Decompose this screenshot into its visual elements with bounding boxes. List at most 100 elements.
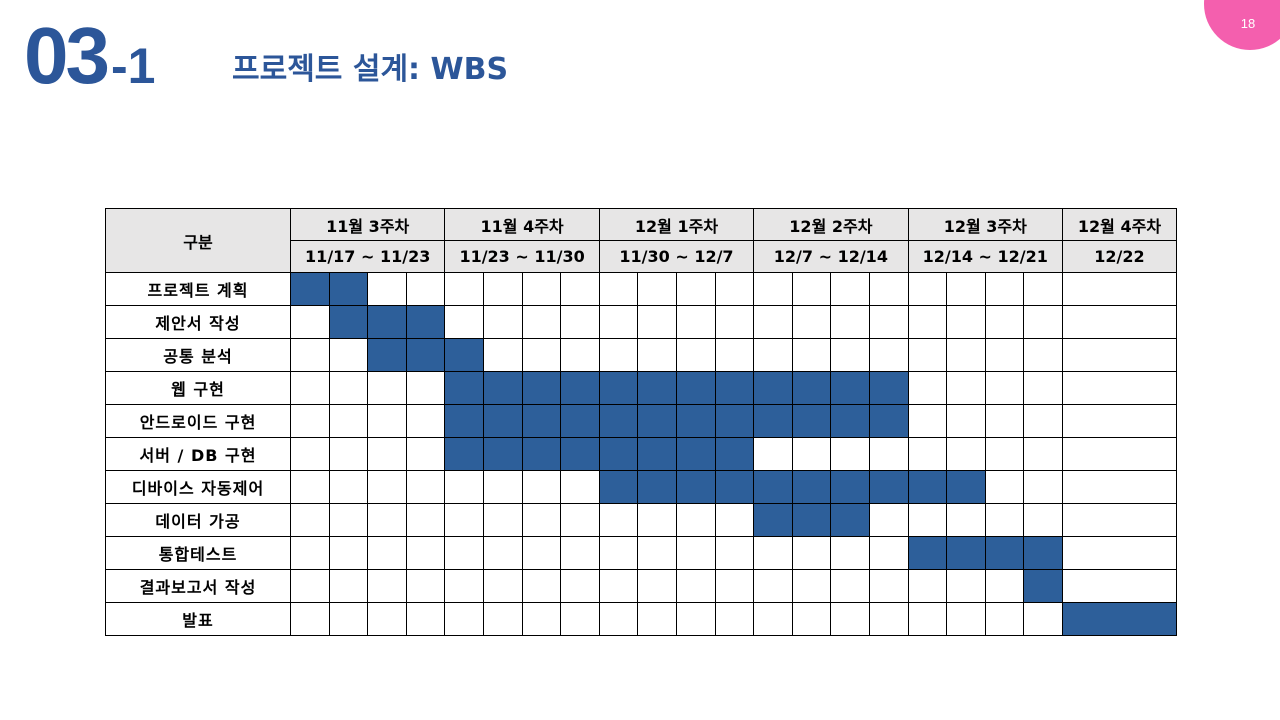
task-name: 공통 분석 xyxy=(105,338,291,372)
schedule-cell xyxy=(907,569,948,603)
schedule-cell xyxy=(637,602,677,636)
task-row: 발표 xyxy=(105,602,1178,636)
schedule-cell xyxy=(907,371,948,405)
schedule-cell xyxy=(984,404,1025,438)
schedule-cell xyxy=(868,602,909,636)
schedule-cell xyxy=(290,305,330,339)
schedule-cell-active xyxy=(444,338,484,372)
schedule-cell-active xyxy=(791,371,832,405)
schedule-cell-active xyxy=(714,470,755,504)
schedule-cell-active xyxy=(598,437,639,471)
task-row: 웹 구현 xyxy=(105,371,1178,405)
schedule-cell xyxy=(637,305,677,339)
schedule-cell xyxy=(521,536,562,570)
schedule-cell xyxy=(675,272,716,306)
schedule-cell-active xyxy=(675,404,716,438)
schedule-cell xyxy=(946,272,986,306)
schedule-cell xyxy=(1023,305,1063,339)
schedule-cell xyxy=(521,305,562,339)
wbs-table-container: 구분 11월 3주차 11월 4주차 12월 1주차 12월 2주차 12월 3주차 12월… xyxy=(105,208,1178,636)
task-row: 데이터 가공 xyxy=(105,503,1178,537)
schedule-cell xyxy=(984,272,1025,306)
schedule-cell xyxy=(405,470,446,504)
schedule-cell xyxy=(405,602,446,636)
week-date-range: 12/22 xyxy=(1061,240,1178,273)
schedule-cell xyxy=(714,338,755,372)
schedule-cell xyxy=(405,437,446,471)
schedule-cell-active xyxy=(675,371,716,405)
schedule-cell xyxy=(946,404,986,438)
schedule-cell xyxy=(405,371,446,405)
section-minor-number: 1 xyxy=(127,38,156,94)
task-name: 결과보고서 작성 xyxy=(105,569,291,603)
schedule-cell-active xyxy=(444,371,484,405)
schedule-cell xyxy=(328,338,369,372)
schedule-cell xyxy=(946,602,986,636)
schedule-cell-active xyxy=(753,371,793,405)
schedule-cell xyxy=(290,602,330,636)
schedule-cell xyxy=(367,371,407,405)
schedule-cell xyxy=(560,272,600,306)
schedule-cell-active xyxy=(328,272,369,306)
schedule-cell xyxy=(830,602,870,636)
schedule-cell xyxy=(290,404,330,438)
week-date-range: 12/7 ~ 12/14 xyxy=(753,240,909,273)
schedule-cell xyxy=(1061,470,1178,504)
schedule-cell-active xyxy=(868,470,909,504)
week-date-range: 12/14 ~ 12/21 xyxy=(907,240,1063,273)
schedule-cell-active xyxy=(1061,602,1178,636)
schedule-cell xyxy=(598,272,639,306)
schedule-cell-active xyxy=(675,470,716,504)
schedule-cell-active xyxy=(830,503,870,537)
header-row-dates: 11/17 ~ 11/23 11/23 ~ 11/30 11/30 ~ 12/7 12… xyxy=(106,240,1178,273)
task-name: 웹 구현 xyxy=(105,371,291,405)
schedule-cell xyxy=(984,503,1025,537)
schedule-cell-active xyxy=(714,437,755,471)
schedule-cell-active xyxy=(753,404,793,438)
task-row: 통합테스트 xyxy=(105,536,1178,570)
schedule-cell xyxy=(328,404,369,438)
schedule-cell-active xyxy=(675,437,716,471)
schedule-cell xyxy=(868,569,909,603)
schedule-cell xyxy=(444,272,484,306)
schedule-cell xyxy=(907,503,948,537)
week-date-range: 11/17 ~ 11/23 xyxy=(289,240,446,273)
schedule-cell xyxy=(637,272,677,306)
schedule-cell xyxy=(444,503,484,537)
schedule-cell xyxy=(1061,338,1178,372)
schedule-cell-active xyxy=(637,371,677,405)
schedule-cell-active xyxy=(444,404,484,438)
schedule-cell xyxy=(560,305,600,339)
schedule-cell xyxy=(753,272,793,306)
schedule-cell xyxy=(637,569,677,603)
schedule-cell-active xyxy=(405,338,446,372)
task-row: 프로젝트 계획 xyxy=(105,272,1178,306)
schedule-cell xyxy=(444,602,484,636)
task-name: 통합테스트 xyxy=(105,536,291,570)
schedule-cell xyxy=(714,503,755,537)
schedule-cell xyxy=(946,569,986,603)
schedule-cell xyxy=(753,569,793,603)
schedule-cell xyxy=(521,602,562,636)
schedule-cell-active xyxy=(405,305,446,339)
schedule-cell xyxy=(868,437,909,471)
schedule-cell xyxy=(830,536,870,570)
schedule-cell xyxy=(367,437,407,471)
schedule-cell xyxy=(405,404,446,438)
schedule-cell xyxy=(521,470,562,504)
schedule-cell xyxy=(405,536,446,570)
schedule-cell xyxy=(521,272,562,306)
schedule-cell-active xyxy=(1023,569,1063,603)
schedule-cell xyxy=(367,569,407,603)
schedule-cell xyxy=(560,602,600,636)
schedule-cell xyxy=(367,272,407,306)
schedule-cell xyxy=(444,536,484,570)
schedule-cell xyxy=(637,536,677,570)
schedule-cell xyxy=(328,437,369,471)
schedule-cell xyxy=(984,602,1025,636)
schedule-cell xyxy=(405,569,446,603)
schedule-cell xyxy=(560,338,600,372)
week-header: 11월 4주차 xyxy=(444,208,600,241)
schedule-cell xyxy=(1061,569,1178,603)
schedule-cell xyxy=(753,536,793,570)
